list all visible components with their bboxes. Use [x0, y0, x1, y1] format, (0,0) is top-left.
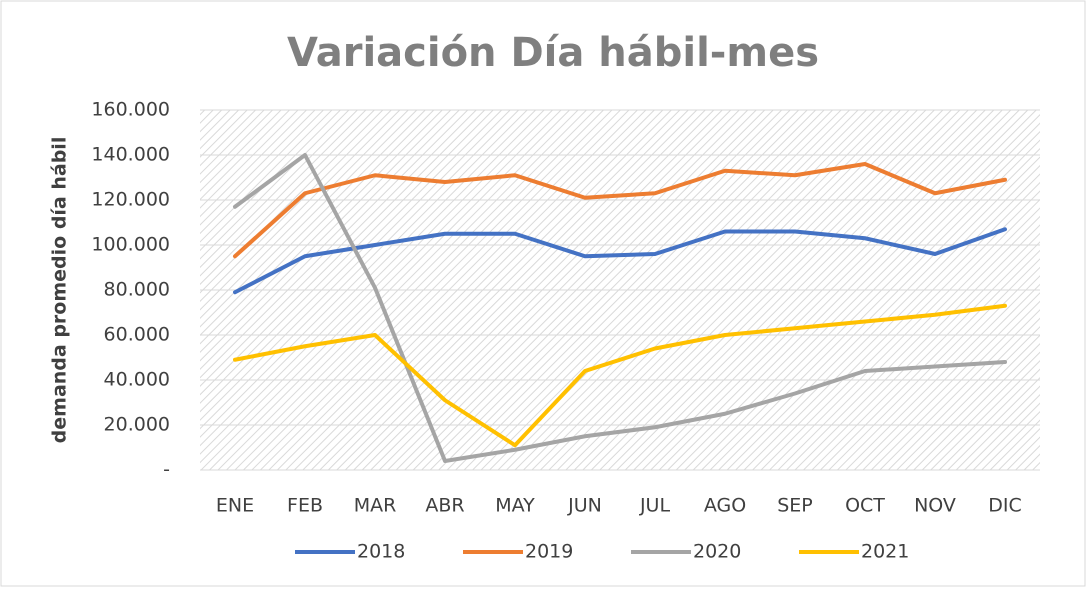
series-line: [233, 227, 1007, 295]
series-line: [233, 303, 1007, 448]
x-tick-label: AGO: [704, 495, 746, 517]
chart-title: Variación Día hábil-mes: [287, 30, 819, 76]
x-tick-label: DIC: [988, 495, 1022, 517]
legend-label: 2021: [861, 541, 909, 563]
y-tick-label: 60.000: [104, 324, 170, 346]
x-tick-label: NOV: [914, 495, 956, 517]
y-tick-label: 140.000: [91, 144, 170, 166]
y-tick-label: -: [163, 459, 170, 481]
series-line: [233, 153, 1007, 463]
x-tick-label: FEB: [287, 495, 323, 517]
x-tick-label: OCT: [845, 495, 885, 517]
legend-label: 2019: [525, 541, 573, 563]
y-tick-label: 40.000: [104, 369, 170, 391]
y-axis-label: demanda promedio día hábil: [49, 137, 71, 444]
y-tick-label: 100.000: [91, 234, 170, 256]
x-tick-label: MAR: [354, 495, 397, 517]
y-tick-label: 80.000: [104, 279, 170, 301]
x-tick-label: MAY: [495, 495, 535, 517]
x-tick-label: ABR: [425, 495, 464, 517]
x-tick-label: SEP: [777, 495, 813, 517]
x-tick-label: JUL: [639, 495, 671, 517]
legend-label: 2020: [693, 541, 741, 563]
legend-label: 2018: [357, 541, 405, 563]
x-tick-label: ENE: [216, 495, 254, 517]
series-line: [233, 162, 1007, 259]
y-tick-label: 20.000: [104, 414, 170, 436]
x-tick-label: JUN: [567, 495, 602, 517]
y-tick-label: 120.000: [91, 189, 170, 211]
y-tick-label: 160.000: [91, 99, 170, 121]
